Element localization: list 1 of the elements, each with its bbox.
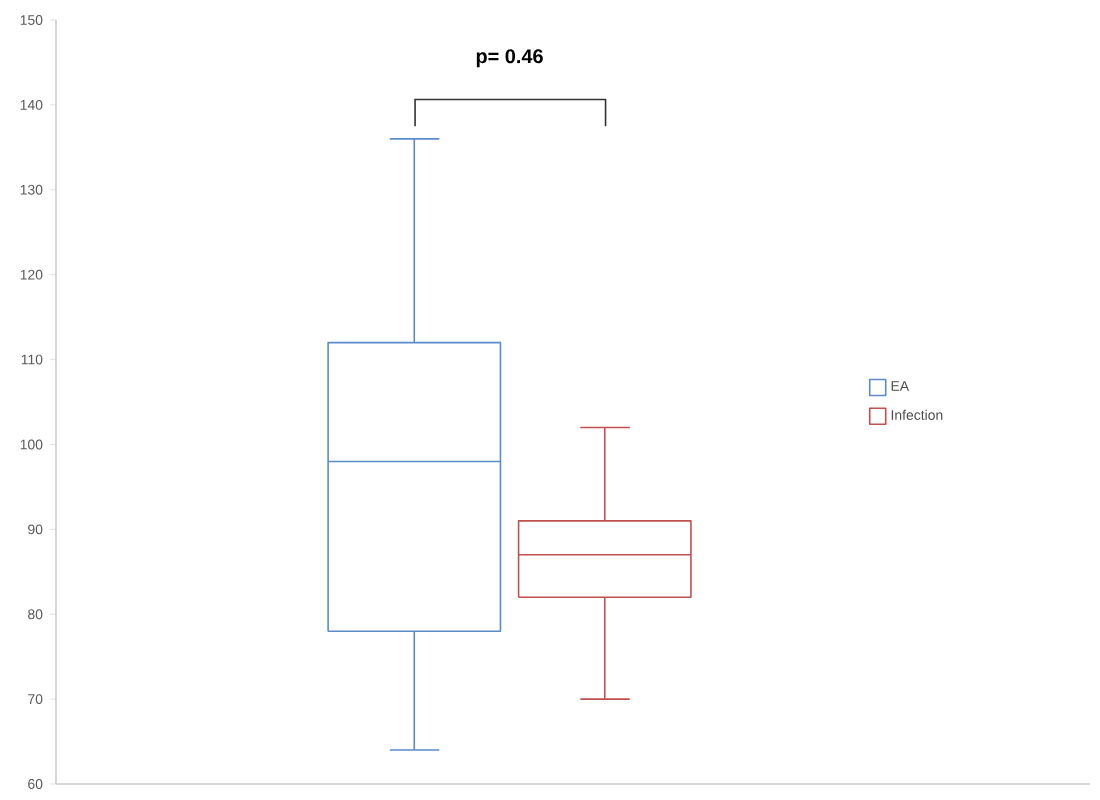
- annotation: p= 0.46: [476, 49, 543, 68]
